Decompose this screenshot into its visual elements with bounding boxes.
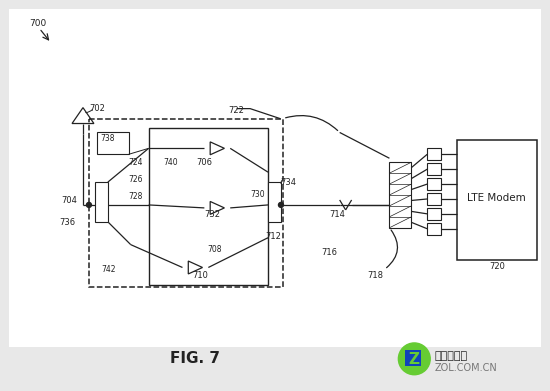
Text: 中关村在线: 中关村在线 [434, 351, 468, 361]
Text: 720: 720 [489, 262, 505, 271]
Text: FIG. 7: FIG. 7 [170, 351, 221, 366]
Bar [427, 178, 441, 190]
Bar [427, 148, 441, 160]
Bar [89, 118, 283, 287]
Bar [9, 9, 541, 347]
Text: 736: 736 [59, 218, 75, 227]
Text: 742: 742 [101, 264, 115, 274]
Text: LTE Modem: LTE Modem [468, 193, 526, 203]
Circle shape [86, 203, 91, 207]
Text: 722: 722 [228, 106, 244, 115]
Bar [427, 208, 441, 220]
Bar [97, 133, 129, 154]
Text: 716: 716 [322, 248, 338, 256]
Text: 710: 710 [192, 271, 208, 280]
Text: 706: 706 [196, 158, 212, 167]
Text: 730: 730 [250, 190, 265, 199]
Bar [405, 350, 421, 366]
Circle shape [278, 203, 283, 207]
Bar [457, 140, 537, 260]
Text: 728: 728 [129, 192, 143, 201]
Bar [389, 162, 411, 228]
Text: 726: 726 [129, 175, 143, 184]
Bar [427, 163, 441, 175]
Bar [148, 129, 268, 285]
Bar [427, 223, 441, 235]
Text: 704: 704 [61, 196, 77, 205]
Text: 700: 700 [29, 19, 47, 28]
Text: 732: 732 [205, 210, 221, 219]
Text: ZOL.COM.CN: ZOL.COM.CN [434, 363, 497, 373]
Bar [95, 182, 108, 222]
Text: 734: 734 [280, 178, 296, 187]
Text: 708: 708 [207, 245, 222, 254]
Text: 738: 738 [100, 135, 114, 143]
Text: Z: Z [408, 352, 419, 367]
Text: 702: 702 [89, 104, 105, 113]
Circle shape [398, 343, 430, 375]
Text: 718: 718 [367, 271, 383, 280]
Text: 712: 712 [265, 232, 281, 241]
Bar [427, 193, 441, 205]
Text: 724: 724 [129, 158, 143, 167]
Bar [268, 182, 281, 222]
Text: 740: 740 [163, 158, 178, 167]
Text: 714: 714 [329, 210, 345, 219]
